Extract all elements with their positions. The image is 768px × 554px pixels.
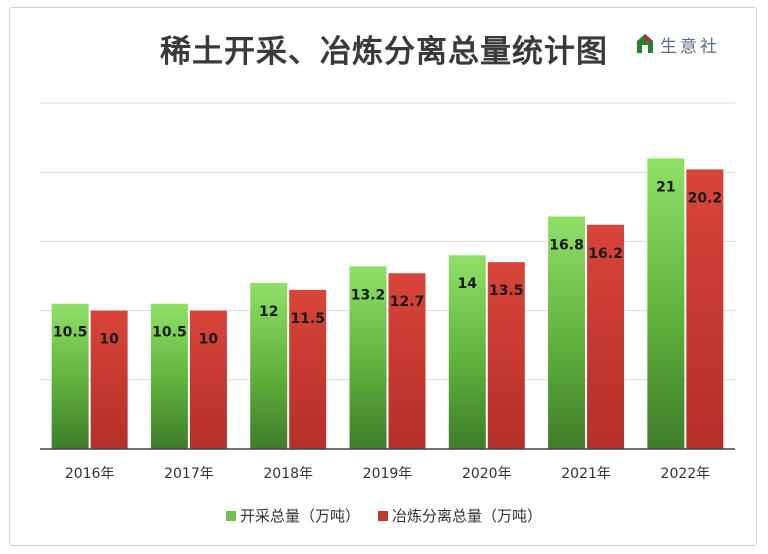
data-label-mining: 16.8 [549,237,584,253]
legend: 开采总量（万吨） 冶炼分离总量（万吨） [0,505,768,526]
bar-smelting [289,289,327,449]
bar-mining [250,282,288,449]
data-label-smelting: 11.5 [290,311,325,327]
house-logo-icon [637,34,653,53]
data-label-mining: 10.5 [53,325,88,341]
x-tick-label: 2016年 [65,466,115,482]
bar-smelting [487,262,525,449]
bar-mining [150,303,188,449]
data-label-mining: 13.2 [351,287,386,303]
data-label-smelting: 10 [199,332,219,348]
legend-label-smelting: 冶炼分离总量（万吨） [392,507,543,525]
data-label-smelting: 13.5 [489,283,524,299]
data-label-smelting: 10 [99,332,119,348]
chart-title: 稀土开采、冶炼分离总量统计图 [160,34,608,70]
bar-smelting [189,310,227,449]
bars: 10.5 10 10.5 10 12 11.5 13.2 12.7 14 13.5 16.816.2… [51,158,724,450]
x-tick-label: 2020年 [462,466,512,482]
data-label-smelting: 12.7 [390,294,425,310]
legend-swatch-red [378,510,388,521]
data-label-mining: 14 [458,276,478,292]
data-label-mining: 10.5 [152,325,187,341]
legend-label-mining: 开采总量（万吨） [239,507,360,525]
watermark: 生意社 [636,30,720,58]
legend-swatch-green [225,510,236,521]
x-axis-labels: 2016年 2017年 2018年 2019年 2020年 2021年 2022年 [65,466,710,482]
data-label-mining: 21 [656,179,675,195]
bar-mining [448,255,486,449]
bar-mining [647,158,685,450]
data-label-smelting: 20.2 [688,190,723,206]
data-label-mining: 12 [259,304,278,320]
bar-smelting [686,169,724,449]
bar-mining [349,266,387,449]
x-tick-label: 2018年 [263,466,313,482]
data-label-smelting: 16.2 [588,246,623,262]
x-tick-label: 2022年 [661,466,711,482]
bar-smelting [90,310,128,449]
gridlines [40,102,735,381]
x-tick-label: 2017年 [164,466,214,482]
legend-item-smelting: 冶炼分离总量（万吨） [378,505,542,526]
bar-mining [548,216,586,449]
watermark-text: 生意社 [660,36,720,57]
bar-smelting [388,273,426,449]
x-tick-label: 2021年 [561,466,611,482]
bar-mining [51,303,89,449]
bar-smelting [587,224,625,449]
legend-item-mining: 开采总量（万吨） [225,505,360,526]
x-tick-label: 2019年 [363,466,413,482]
